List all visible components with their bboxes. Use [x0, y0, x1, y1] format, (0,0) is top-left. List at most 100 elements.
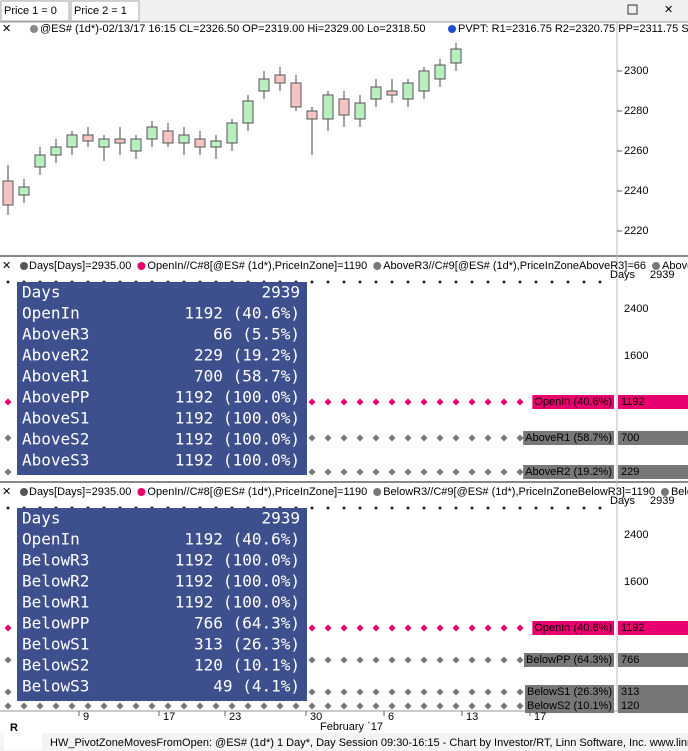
row-value: 313 (26.3%) [194, 635, 300, 654]
diamond [388, 688, 396, 696]
marker-value-box [618, 653, 688, 667]
dot [342, 506, 346, 510]
legend-dot [20, 262, 28, 270]
candle-body [162, 130, 174, 144]
row-value: 1192 (100.0%) [175, 430, 300, 449]
marker-name: BelowS1 (26.3%) [527, 686, 612, 698]
diamond [372, 656, 380, 664]
y-tick-label: 2300 [624, 65, 648, 77]
dot [310, 506, 314, 510]
legend-dot [660, 488, 669, 496]
diamond [372, 434, 380, 442]
tab-bar [0, 0, 688, 22]
pane-header: Days[Days]=2935.00 [29, 260, 131, 272]
marker-value: 1192 [621, 396, 645, 408]
diamond [4, 398, 12, 406]
diamond [516, 702, 524, 710]
tab-label[interactable]: Price 1 = 0 [4, 5, 57, 17]
x-icon: ✕ [2, 23, 11, 35]
legend-dot [373, 488, 382, 496]
diamond [420, 656, 428, 664]
row-label: AboveR1 [22, 367, 89, 386]
marker-name: OpenIn (40.6%) [534, 396, 612, 408]
diamond [404, 398, 412, 406]
y-tick-label: 2220 [624, 225, 648, 237]
marker-value: 229 [621, 466, 639, 478]
diamond [340, 624, 348, 632]
diamond [356, 688, 364, 696]
marker-value: 120 [621, 700, 639, 712]
axis-title: Days [610, 495, 636, 507]
dot [6, 506, 10, 510]
x-tick-label: 17 [163, 711, 175, 723]
pane-header: Belo [671, 486, 688, 498]
diamond [324, 688, 332, 696]
pane-header: Above [662, 260, 688, 272]
diamond [372, 688, 380, 696]
row-value: 66 (5.5%) [213, 325, 300, 344]
tab[interactable] [70, 0, 140, 22]
diamond [324, 702, 332, 710]
row-value: 1192 (100.0%) [175, 388, 300, 407]
diamond [436, 468, 444, 476]
diamond [292, 702, 300, 710]
diamond [388, 398, 396, 406]
stats-table [17, 282, 307, 475]
x-tick-label: 13 [466, 711, 478, 723]
dot [374, 506, 378, 510]
diamond [468, 398, 476, 406]
row-value: 1192 (100.0%) [175, 451, 300, 470]
dot [438, 280, 442, 284]
close-button[interactable]: ✕ [664, 4, 673, 16]
candle-body [338, 98, 350, 116]
y-tick-label: 2400 [624, 529, 648, 541]
diamond [308, 434, 316, 442]
row-value: 1192 (100.0%) [175, 409, 300, 428]
diamond [324, 398, 332, 406]
dot [534, 280, 538, 284]
dot [326, 506, 330, 510]
marker-name-box [523, 653, 614, 667]
row-label: AbovePP [22, 388, 89, 407]
diamond [500, 656, 508, 664]
row-label: AboveS3 [22, 451, 89, 470]
candle-body [18, 186, 30, 196]
diamond [388, 434, 396, 442]
diamond [404, 702, 412, 710]
axis-top-label: 2939 [650, 495, 674, 507]
x-icon: ✕ [2, 260, 11, 272]
diamond [84, 702, 92, 710]
diamond [356, 398, 364, 406]
diamond [420, 702, 428, 710]
diamond [308, 702, 316, 710]
restore-button[interactable] [627, 4, 638, 15]
diamond [500, 688, 508, 696]
dot [390, 506, 394, 510]
marker-value: 700 [621, 432, 639, 444]
tab-label[interactable]: Price 2 = 1 [74, 5, 127, 17]
diamond [116, 702, 124, 710]
diamond [516, 468, 524, 476]
row-label: Days [22, 283, 61, 302]
diamond [4, 656, 12, 664]
diamond [484, 398, 492, 406]
diamond [468, 688, 476, 696]
diamond [468, 468, 476, 476]
candle-body [418, 70, 430, 92]
diamond [420, 688, 428, 696]
candle-body [274, 74, 286, 84]
marker-name: BelowPP (64.3%) [526, 654, 612, 666]
diamond [388, 468, 396, 476]
marker-name-box [523, 431, 614, 445]
footer: HW_PivotZoneMovesFromOpen: @ES# (1d*) 1 … [50, 737, 688, 749]
x-tick-label: 6 [388, 711, 394, 723]
candle-body [258, 78, 270, 92]
diamond [36, 702, 44, 710]
diamond [468, 434, 476, 442]
tab[interactable] [0, 0, 70, 22]
row-label: BelowS2 [22, 656, 89, 675]
x-axis-month: February `17 [320, 721, 383, 733]
dot [598, 280, 602, 284]
row-value: 229 (19.2%) [194, 346, 300, 365]
diamond [452, 624, 460, 632]
